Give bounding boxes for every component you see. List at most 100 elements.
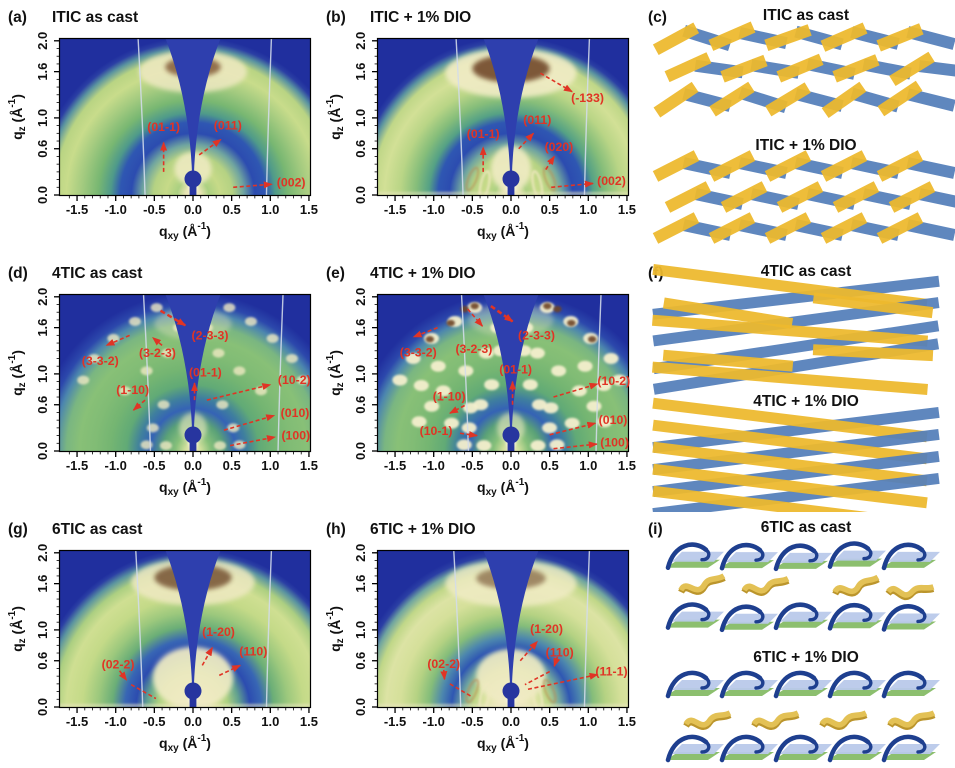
y-tick-label: 2.0 (35, 32, 50, 50)
panel-title: ITIC as cast (52, 9, 138, 26)
detector-gap-arc (595, 294, 602, 452)
molecule-slab (709, 81, 755, 117)
x-tick-label: -1.5 (66, 458, 88, 473)
x-tick-label: -1.0 (422, 714, 444, 729)
peak-annotation: (1-20) (201, 625, 235, 666)
y-tick-label: 0.0 (35, 442, 50, 460)
x-tick-label: 0.0 (502, 458, 520, 473)
peak-label: (02-2) (102, 658, 135, 672)
molecule-slab (653, 81, 699, 118)
arch-molecule (719, 734, 778, 763)
y-tick-label: 1.0 (353, 621, 368, 639)
peak-label: (3-2-3) (139, 346, 176, 360)
peak-label: (01-1) (189, 365, 222, 379)
detector-gap-arc (265, 550, 273, 708)
y-axis-label: qz (Å-1) (325, 350, 346, 396)
peak-annotation: (3-2-3) (455, 308, 492, 356)
peak-annotation: (010) (223, 406, 309, 431)
dio-s-ribbon (751, 710, 800, 730)
x-tick-label: -0.5 (143, 202, 165, 217)
peak-label: (02-2) (427, 657, 460, 671)
x-axis-label: qxy (Å-1) (159, 221, 211, 242)
x-tick-label: -0.5 (461, 202, 483, 217)
panel-b: -1.5 -1.0 -0.5 0.0 0.5 1.0 1.5 0.0 0.6 1.0 1.6 2.0 q… (318, 0, 636, 256)
x-tick-label: -1.0 (422, 202, 444, 217)
arch-molecule (881, 670, 940, 699)
y-axis-label: qz (Å-1) (325, 94, 346, 140)
molecule-slab (776, 181, 824, 213)
molecule-slab (906, 88, 955, 112)
peak-label: (110) (546, 645, 574, 659)
x-tick-label: 1.0 (579, 202, 597, 217)
molecule-slab (652, 472, 940, 520)
panel-a: -1.5 -1.0 -0.5 0.0 0.5 1.0 1.5 0.0 0.6 1.0 1.6 2.0 q… (0, 0, 318, 256)
molecule-slab (720, 54, 768, 83)
x-axis-label: qxy (Å-1) (477, 733, 529, 754)
arch-molecule (827, 670, 886, 699)
molecule-slab (652, 419, 928, 465)
dio-s-ribbon (885, 584, 935, 601)
scattering-pattern (59, 550, 311, 708)
panel-g: -1.5 -1.0 -0.5 0.0 0.5 1.0 1.5 0.0 0.6 1.0 1.6 2.0 q… (0, 512, 318, 768)
x-tick-label: 0.5 (223, 202, 241, 217)
peak-annotation: (002) (233, 176, 306, 190)
y-tick-label: 0.0 (353, 698, 368, 716)
peak-annotation: (3-3-2) (400, 326, 438, 359)
peak-annotation: (2-3-3) (159, 309, 228, 342)
illustration-title-top: 6TIC as cast (761, 519, 851, 536)
molecule-slab (652, 150, 700, 182)
peak-annotation: (2-3-3) (490, 304, 555, 342)
peak-annotation: (10-2) (206, 373, 311, 401)
peak-annotation: (011) (518, 113, 551, 150)
x-tick-label: 0.5 (541, 458, 559, 473)
molecule-slab (812, 292, 934, 319)
x-tick-label: -1.5 (384, 202, 406, 217)
illustration-title-top: ITIC as cast (763, 7, 849, 24)
peak-label: (3-2-3) (455, 342, 492, 356)
peak-label: (3-3-2) (82, 354, 119, 368)
molecule-slab (820, 150, 868, 182)
detector-gap-arc (455, 38, 464, 196)
arch-molecule (719, 604, 778, 633)
x-tick-label: 1.5 (300, 202, 318, 217)
scattering-pattern (377, 294, 629, 452)
peak-annotation: (110) (524, 645, 574, 686)
arch-molecule (881, 734, 940, 763)
molecule-slab (776, 53, 824, 83)
detector-gap-arc (265, 38, 273, 196)
peak-annotation: (01-1) (499, 362, 532, 405)
molecule-slab (652, 397, 928, 443)
molecule-slab (652, 441, 928, 487)
y-tick-label: 1.6 (35, 319, 50, 337)
y-tick-label: 0.6 (353, 652, 368, 670)
peak-annotation: (10-2) (553, 374, 630, 398)
giwaxs-plot-h: -1.5 -1.0 -0.5 0.0 0.5 1.0 1.5 0.0 0.6 1.0 1.6 2.0 q… (325, 521, 636, 754)
y-tick-label: 1.0 (353, 109, 368, 127)
peak-label: (11-1) (595, 665, 627, 679)
peak-label: (011) (214, 119, 242, 133)
arch-molecule (719, 542, 778, 571)
y-axis-label: qz (Å-1) (7, 606, 28, 652)
illustration-title-bottom: 6TIC + 1% DIO (753, 649, 859, 666)
molecule-slab (720, 181, 768, 213)
peak-label: (110) (239, 644, 267, 658)
molecule-slab (652, 406, 940, 454)
molecule-slab (651, 314, 929, 347)
illustration-title-bottom: 4TIC + 1% DIO (753, 393, 859, 410)
arch-molecule (827, 734, 886, 763)
molecule-slab (918, 60, 955, 78)
molecule-slab (708, 21, 756, 51)
panel-letter: (a) (8, 9, 27, 26)
x-tick-label: -1.5 (384, 458, 406, 473)
x-tick-label: 1.5 (618, 458, 636, 473)
y-tick-label: 2.0 (353, 544, 368, 562)
x-axis-label: qxy (Å-1) (159, 477, 211, 498)
arch-molecule (827, 541, 886, 569)
panel-letter: (d) (8, 265, 28, 282)
x-tick-label: -1.0 (104, 202, 126, 217)
peak-label: (01-1) (499, 362, 532, 376)
giwaxs-plot-b: -1.5 -1.0 -0.5 0.0 0.5 1.0 1.5 0.0 0.6 1.0 1.6 2.0 q… (325, 9, 636, 242)
molecule-slab (812, 344, 934, 362)
